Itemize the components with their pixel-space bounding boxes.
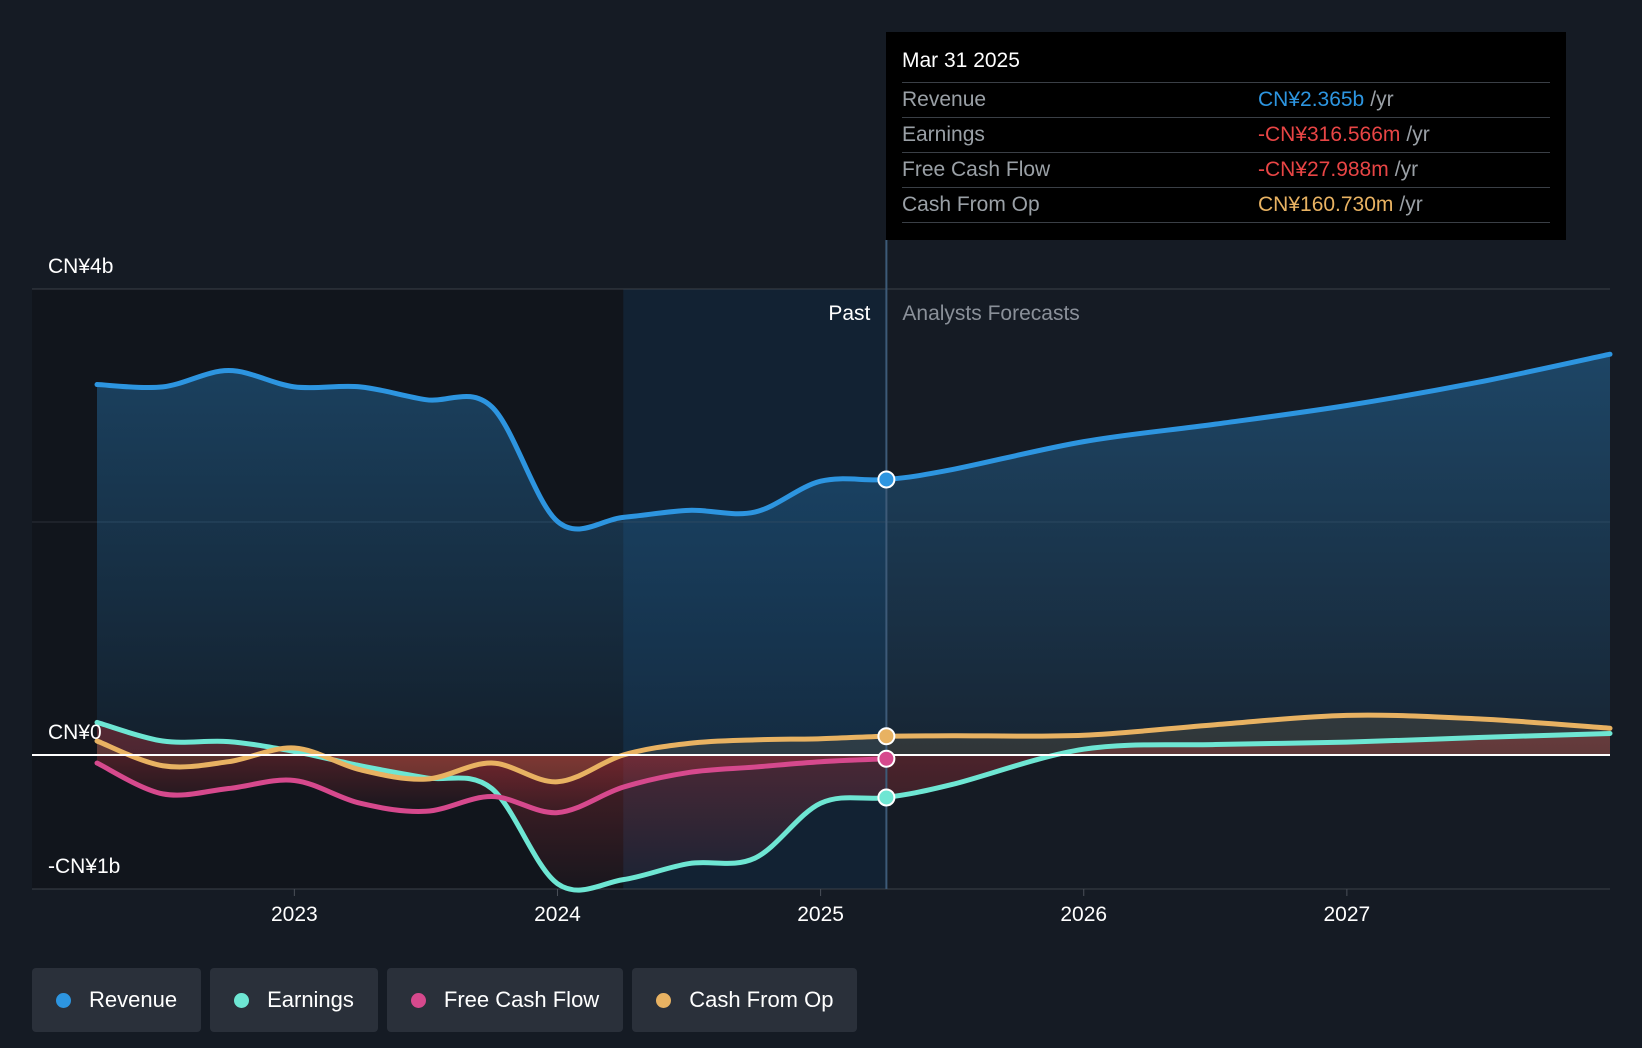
tooltip-row-free-cash-flow: Free Cash Flow -CN¥27.988m /yr (902, 152, 1550, 187)
area-free-cash-flow (97, 755, 887, 813)
legend-item-cash-from-op[interactable]: Cash From Op (632, 968, 858, 1032)
cursor-markers (877, 470, 896, 807)
legend-dot-icon (56, 992, 71, 1008)
tooltip-value: -CN¥316.566m (1258, 123, 1401, 146)
y-axis-labels: CN¥4b CN¥0 -CN¥1b (48, 255, 120, 878)
x-axis-labels: 2023 2024 2025 2026 2027 (271, 889, 1370, 926)
area-revenue (97, 354, 1610, 755)
legend-item-earnings[interactable]: Earnings (210, 968, 378, 1032)
tooltip-date: Mar 31 2025 (902, 49, 1020, 72)
tooltip-unit: /yr (1370, 88, 1394, 111)
series-lines (94, 351, 1613, 893)
tooltip-label: Revenue (902, 88, 987, 111)
tooltip-unit: /yr (1399, 193, 1423, 216)
y-tick-label: CN¥4b (48, 255, 113, 278)
forecast-label: Analysts Forecasts (902, 302, 1079, 325)
x-tick-label: 2025 (797, 903, 844, 926)
legend-label: Earnings (267, 987, 354, 1012)
x-tick-label: 2023 (271, 903, 318, 926)
line-revenue (94, 351, 1613, 532)
marker-earnings (877, 788, 896, 807)
tooltip: Mar 31 2025 Revenue CN¥2.365b /yr Earnin… (886, 32, 1566, 240)
x-tick-label: 2024 (534, 903, 581, 926)
tooltip-row-cash-from-op: Cash From Op CN¥160.730m /yr (902, 187, 1550, 223)
legend-item-free-cash-flow[interactable]: Free Cash Flow (386, 968, 624, 1032)
tooltip-unit: /yr (1406, 123, 1430, 146)
x-tick-label: 2026 (1060, 903, 1107, 926)
marker-free-cash-flow (877, 749, 896, 768)
legend-dot-icon (410, 992, 426, 1008)
legend-item-revenue[interactable]: Revenue (32, 968, 202, 1032)
legend-dot-icon (656, 992, 672, 1008)
tooltip-label: Earnings (902, 123, 985, 146)
legend-label: Revenue (89, 987, 178, 1012)
legend-dot-icon (234, 992, 250, 1008)
tooltip-value: CN¥160.730m (1258, 193, 1394, 216)
tooltip-row-revenue: Revenue CN¥2.365b /yr (902, 82, 1550, 117)
y-tick-label: -CN¥1b (48, 855, 120, 878)
tooltip-value: -CN¥27.988m (1258, 158, 1389, 181)
tooltip-label: Cash From Op (902, 193, 1040, 216)
past-label: Past (828, 302, 870, 325)
legend: Revenue Earnings Free Cash Flow Cash Fro… (32, 968, 858, 1032)
marker-revenue (877, 470, 896, 489)
legend-label: Free Cash Flow (443, 987, 600, 1012)
marker-cash-from-op (877, 727, 896, 746)
x-tick-label: 2027 (1324, 903, 1371, 926)
tooltip-unit: /yr (1394, 158, 1419, 181)
line-cash-from-op (94, 712, 1613, 785)
tooltip-label: Free Cash Flow (902, 158, 1051, 181)
tooltip-value: CN¥2.365b (1258, 88, 1365, 111)
legend-label: Cash From Op (689, 987, 834, 1012)
line-free-cash-flow (94, 756, 889, 816)
y-tick-label: CN¥0 (48, 721, 102, 744)
tooltip-row-earnings: Earnings -CN¥316.566m /yr (902, 117, 1550, 152)
